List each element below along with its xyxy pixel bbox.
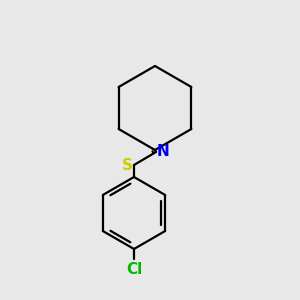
Text: Cl: Cl: [126, 262, 142, 277]
Text: S: S: [122, 158, 133, 172]
Text: N: N: [157, 145, 169, 160]
